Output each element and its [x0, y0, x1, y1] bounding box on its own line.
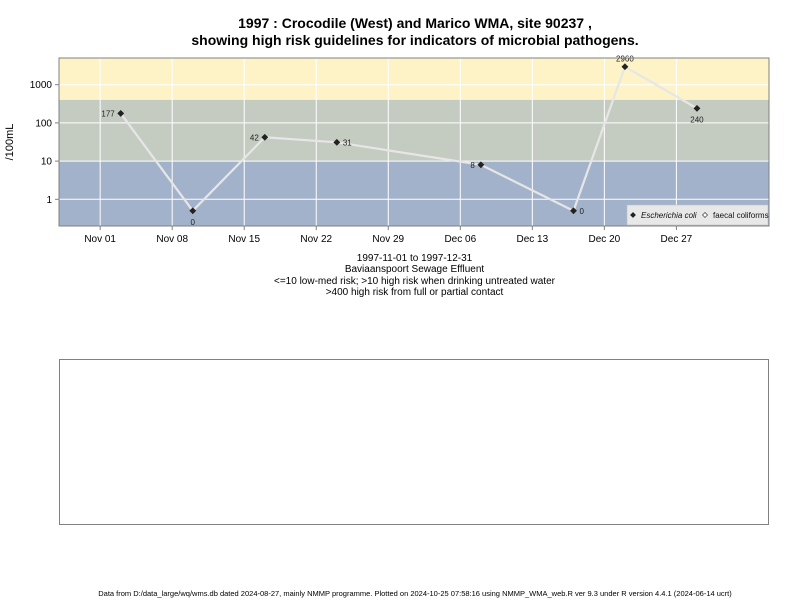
caption-site: Baviaanspoort Sewage Effluent [344, 264, 485, 275]
legend-label-0: Escherichia coli [641, 211, 697, 220]
data-label-0: 177 [101, 109, 115, 118]
data-label-7: 240 [690, 115, 704, 124]
data-point-4 [477, 161, 485, 169]
caption-date-range: 1997-11-01 to 1997-12-31 [356, 253, 473, 264]
legend-marker-0 [630, 212, 636, 218]
y-tick-label-10: 10 [41, 157, 53, 168]
chart-title-line-2: showing high risk guidelines for indicat… [191, 32, 639, 48]
data-point-1 [189, 207, 197, 215]
empty-plot-panel [59, 359, 769, 525]
legend-marker-1 [702, 212, 708, 218]
chart-title-line-1: 1997 : Crocodile (West) and Marico WMA, … [238, 15, 592, 31]
data-point-2 [261, 133, 269, 141]
series-line-0 [119, 65, 698, 213]
axes: 1 10 100 1000 Nov 01 Nov 08 Nov 15 Nov 22 Nov 29… [4, 57, 770, 245]
data-point-0 [117, 110, 125, 117]
x-tick-label-dec-27: Dec 27 [661, 234, 693, 245]
x-tick-label-dec-13: Dec 13 [516, 234, 548, 245]
x-tick-label-dec-06: Dec 06 [444, 234, 476, 245]
x-tick-label-nov-08: Nov 08 [156, 234, 188, 245]
data-label-4: 8 [470, 161, 475, 170]
risk-band-0 [59, 58, 769, 100]
data-label-5: 0 [579, 207, 584, 216]
legend-label-1: faecal coliforms [713, 211, 769, 220]
data-point-6 [621, 63, 629, 71]
plot-frame [58, 57, 770, 227]
data-label-3: 31 [343, 138, 352, 147]
data-point-7 [693, 104, 701, 112]
y-tick-label-1: 1 [46, 195, 52, 206]
data-label-1: 0 [191, 218, 196, 227]
y-tick-label-100: 100 [35, 118, 52, 129]
caption-risk-low: <=10 low-med risk; >10 high risk when dr… [274, 275, 555, 287]
y-axis-label: /100mL [4, 124, 16, 161]
x-tick-label-nov-29: Nov 29 [372, 234, 404, 245]
x-tick-label-nov-22: Nov 22 [300, 234, 332, 245]
caption-risk-high: >400 high risk from full or partial cont… [325, 287, 504, 298]
x-tick-label-nov-01: Nov 01 [84, 234, 116, 245]
grid-lines [59, 58, 769, 226]
series-layer: 177 0 42 31 8 0 2960 240 [101, 55, 704, 227]
legend-box [626, 204, 769, 226]
data-point-3 [333, 138, 341, 146]
risk-bands [59, 58, 769, 226]
y-tick-label-1000: 1000 [30, 80, 53, 91]
x-tick-label-nov-15: Nov 15 [228, 234, 260, 245]
data-point-5 [570, 207, 577, 215]
x-tick-label-dec-20: Dec 20 [589, 234, 621, 245]
data-label-2: 42 [250, 133, 259, 142]
legend: Escherichia coli faecal coliforms [626, 204, 769, 226]
data-label-6: 2960 [616, 55, 634, 64]
footer-note: Data from D:/data_large/wq/wms.db dated … [98, 589, 732, 598]
risk-band-1 [59, 99, 769, 162]
